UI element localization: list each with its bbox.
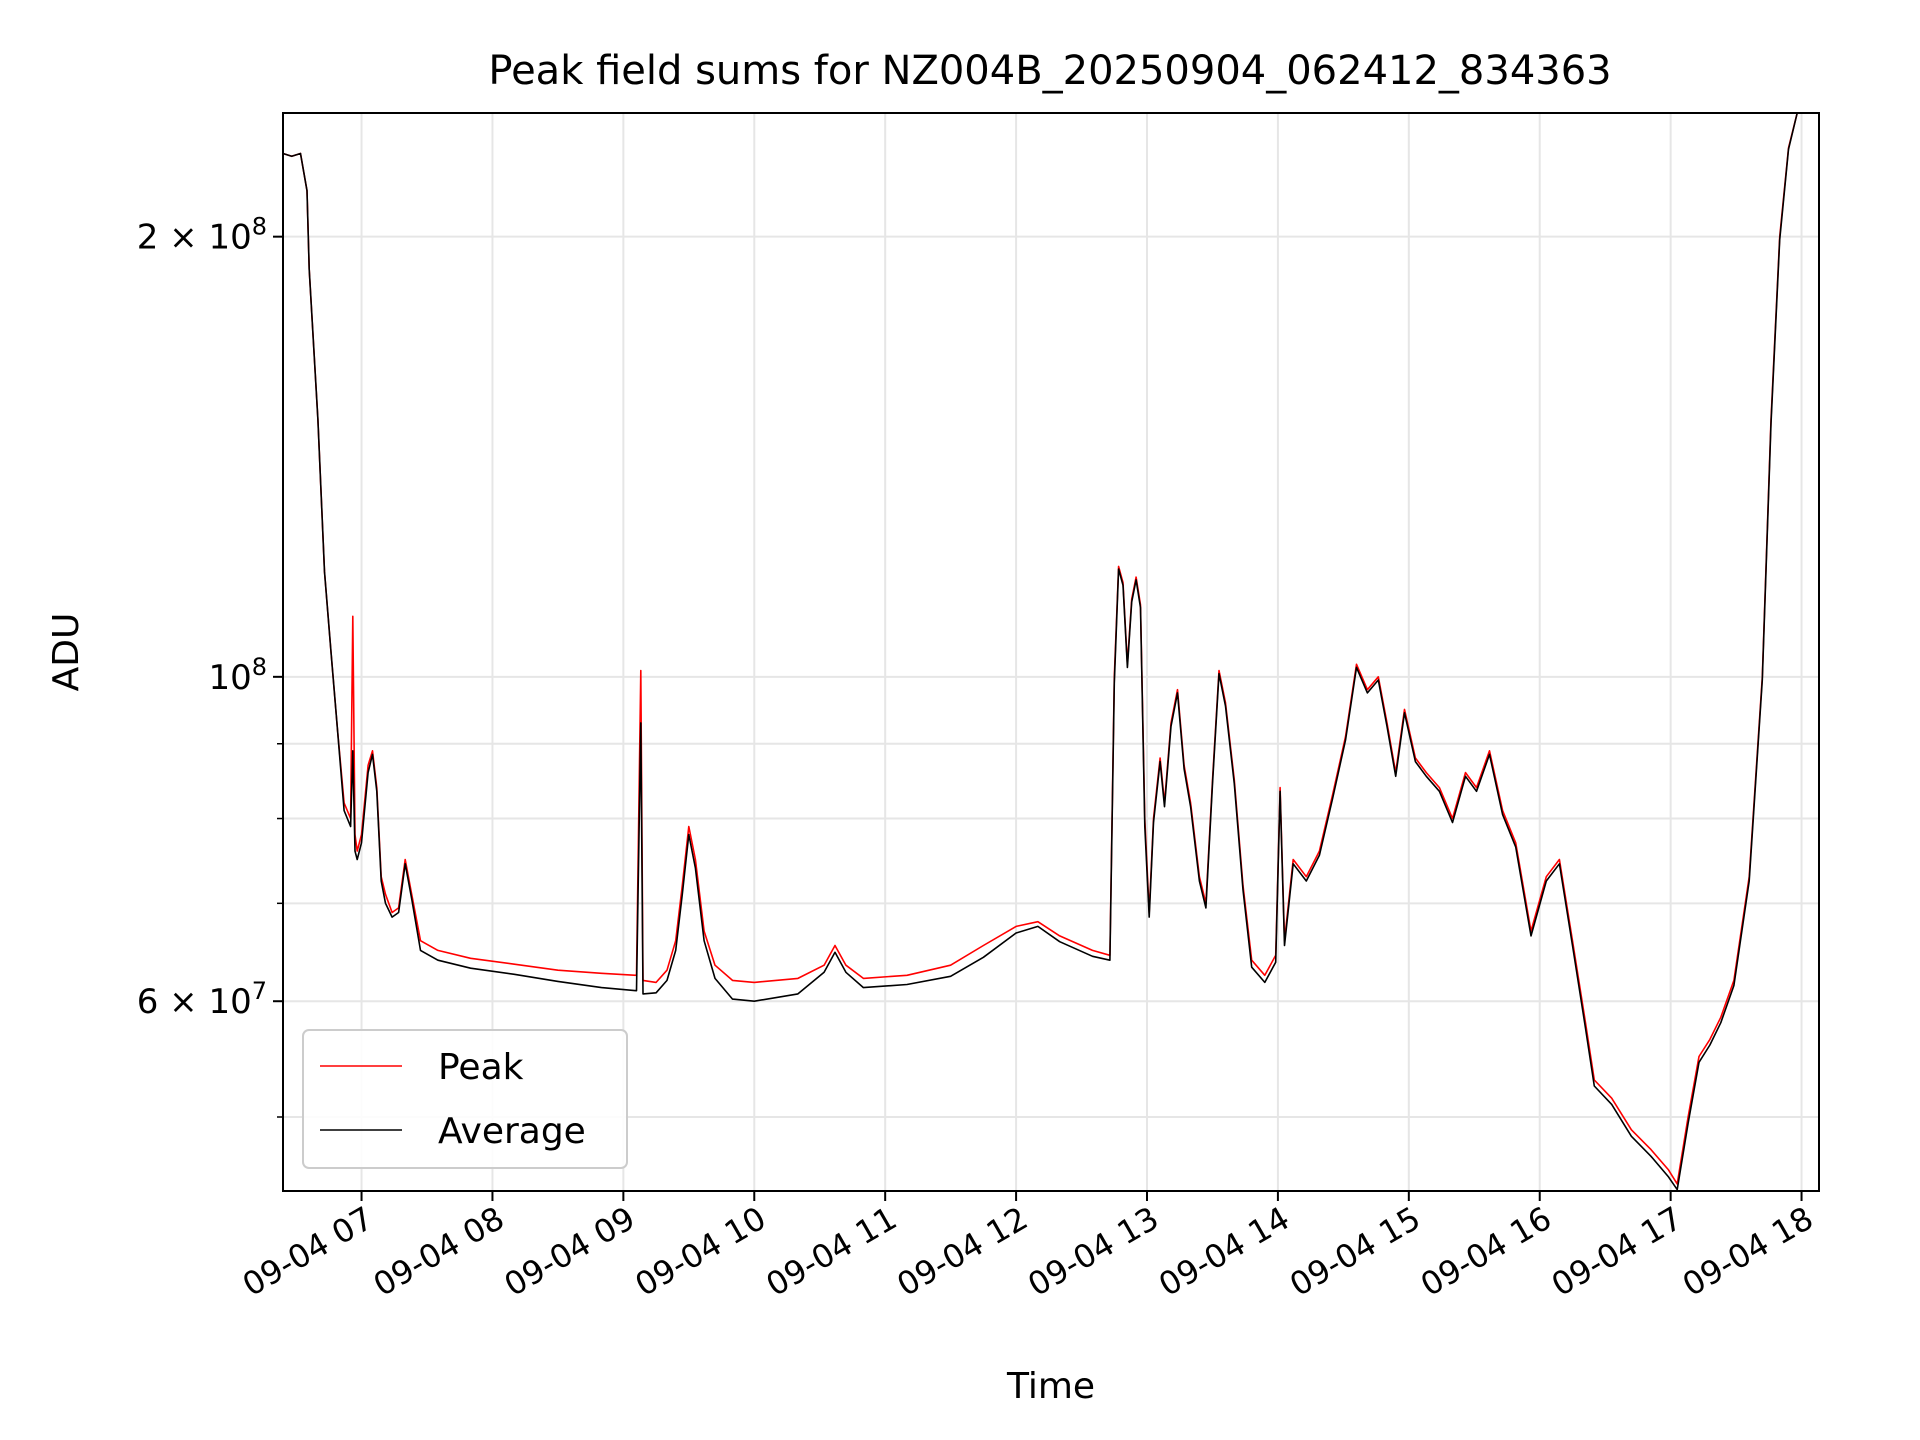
series-average-line [282, 112, 1819, 1191]
x-axis-label: Time [1006, 1366, 1095, 1407]
plot-frame [282, 112, 1820, 1192]
y-tick-exponent: 8 [252, 213, 267, 241]
legend-average-label: Average [438, 1111, 586, 1152]
y-tick-label: 108 [208, 653, 267, 698]
y-tick-base: 10 [208, 982, 251, 1022]
chart-title: Peak field sums for NZ004B_20250904_0624… [488, 48, 1611, 94]
legend: Peak Average [302, 1029, 628, 1169]
y-tick-mantissa: 6 [137, 982, 159, 1022]
y-axis-label: ADU [46, 613, 87, 692]
plot-area [282, 112, 1819, 1191]
y-tick-exponent: 8 [252, 653, 267, 681]
legend-peak-label: Peak [438, 1047, 524, 1088]
grid [283, 113, 1819, 1191]
y-tick-mantissa: 2 [137, 218, 159, 258]
y-tick-label: 6 × 107 [137, 977, 267, 1022]
legend-box [302, 1029, 628, 1169]
y-tick-base: 10 [208, 658, 251, 698]
y-tick-base: 10 [208, 218, 251, 258]
y-tick-times: × [158, 218, 208, 258]
y-tick-exponent: 7 [252, 977, 267, 1005]
y-tick-times: × [158, 982, 208, 1022]
y-tick-label: 2 × 108 [137, 213, 267, 258]
